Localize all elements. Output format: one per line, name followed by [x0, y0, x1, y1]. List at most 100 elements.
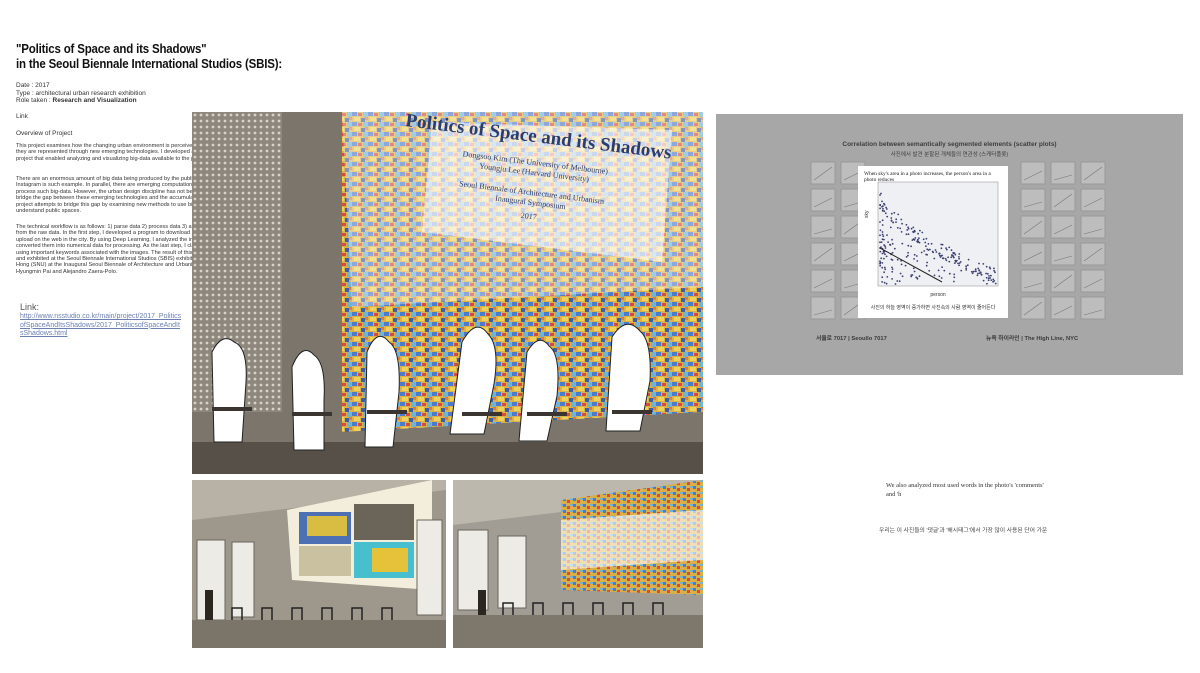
scatter-point: [938, 252, 940, 255]
scatter-point: [948, 246, 951, 249]
scatter-point: [882, 235, 885, 238]
scatter-point: [994, 271, 996, 274]
scatter-point: [958, 256, 960, 258]
thumbnail-trend-line: [813, 278, 833, 289]
meta-role: Role taken : Research and Visualization: [16, 97, 146, 105]
scatter-point: [900, 218, 903, 221]
inset-scatter-plot: person sky: [864, 181, 999, 298]
scatter-thumbnail: [810, 161, 836, 185]
scatter-point: [985, 272, 987, 275]
scatter-point: [881, 209, 884, 212]
scatter-point: [912, 267, 915, 270]
scatter-point: [907, 227, 910, 230]
scatter-point: [884, 253, 886, 256]
scatter-point: [883, 281, 886, 284]
scatter-thumbnail: [1080, 269, 1106, 293]
scatter-point: [889, 226, 892, 229]
scatter-point: [948, 272, 951, 275]
scatter-point: [895, 221, 897, 223]
scatter-point: [900, 263, 903, 266]
scatter-point: [940, 277, 943, 279]
scatter-point: [910, 274, 913, 276]
scatter-point: [883, 257, 885, 260]
scatter-point: [881, 266, 884, 269]
scatter-point: [992, 278, 995, 281]
scatter-point: [945, 248, 948, 251]
scatter-point: [974, 268, 977, 271]
scatter-point: [917, 238, 919, 241]
y-axis-label: sky: [864, 210, 870, 218]
scatter-point: [904, 264, 907, 267]
thumbnail-trend-line: [1023, 201, 1043, 208]
scatter-point: [945, 259, 948, 262]
scatter-point: [879, 229, 882, 232]
link-label: Link:: [20, 302, 40, 312]
scatter-point: [886, 234, 888, 236]
scatter-point: [883, 210, 886, 213]
scatter-point: [988, 266, 991, 269]
scatter-point: [932, 251, 935, 254]
project-title: "Politics of Space and its Shadows" in t…: [16, 42, 320, 72]
x-axis-label: person: [930, 292, 946, 298]
scatter-point: [913, 270, 916, 273]
scatter-point: [927, 249, 930, 251]
scatter-point: [966, 264, 969, 267]
scatter-point: [907, 254, 909, 257]
thumbnail-trend-line: [813, 228, 833, 235]
scatter-thumbnail: [810, 269, 836, 293]
scatter-point: [879, 234, 881, 237]
scatter-point: [891, 251, 894, 254]
scatter-point: [884, 212, 887, 215]
scatter-point: [885, 255, 888, 258]
scatter-point: [993, 269, 995, 272]
scatter-point: [897, 213, 900, 216]
project-link[interactable]: http://www.nsstudio.co.kr/main/project/2…: [20, 313, 182, 337]
exhibition-photo-2-drawing: [453, 480, 703, 648]
scatter-point: [958, 264, 960, 267]
thumbnail-trend-line: [1023, 301, 1043, 316]
scatter-point: [958, 257, 960, 260]
scatter-point: [960, 269, 963, 272]
scatter-point: [881, 224, 884, 226]
scatter-point: [915, 276, 918, 279]
scatter-point: [910, 245, 912, 248]
scatter-point: [952, 252, 955, 255]
thumbnail-trend-line: [1083, 228, 1103, 235]
thumbnail-trend-line: [1023, 220, 1043, 235]
overview-paragraph-3: The technical workflow is as follows: 1)…: [16, 224, 248, 275]
scatter-thumbnail: [1080, 161, 1106, 185]
scatter-point: [893, 211, 896, 214]
scatter-point: [880, 257, 883, 260]
scatter-point: [982, 279, 985, 282]
scatter-thumbnail: [1050, 188, 1076, 212]
scatter-point: [941, 243, 944, 246]
scatter-point: [881, 252, 884, 255]
scatter-point: [954, 253, 957, 256]
scatter-point: [933, 274, 936, 277]
scatter-point: [910, 275, 913, 278]
scatter-thumbnail: [1080, 242, 1106, 266]
scatter-point: [926, 253, 928, 256]
scatter-point: [986, 282, 988, 285]
scatter-point: [927, 243, 930, 245]
thumbnail-trend-line: [813, 166, 833, 181]
scatter-point: [910, 227, 913, 230]
scatter-thumbnail: [1080, 215, 1106, 239]
scatter-point: [918, 275, 921, 278]
overview-paragraph-2: There are an enormous amount of big data…: [16, 176, 251, 215]
footer-right-label: 뉴욕 하이라인 | The High Line, NYC: [986, 336, 1079, 342]
scatter-point: [879, 221, 881, 223]
scatter-point: [923, 250, 926, 252]
scatter-point: [951, 254, 953, 257]
scatter-point: [992, 280, 994, 283]
thumbnail-trend-line: [1053, 274, 1073, 289]
scatter-point: [978, 262, 980, 265]
scatter-point: [917, 232, 919, 235]
scatter-point: [952, 256, 955, 259]
scatter-point: [913, 258, 915, 260]
meta-type: Type : architectural urban research exhi…: [16, 89, 146, 97]
scatter-point: [916, 260, 919, 262]
scatter-point: [913, 229, 916, 232]
scatter-point: [950, 256, 953, 259]
scatter-point: [891, 242, 894, 245]
